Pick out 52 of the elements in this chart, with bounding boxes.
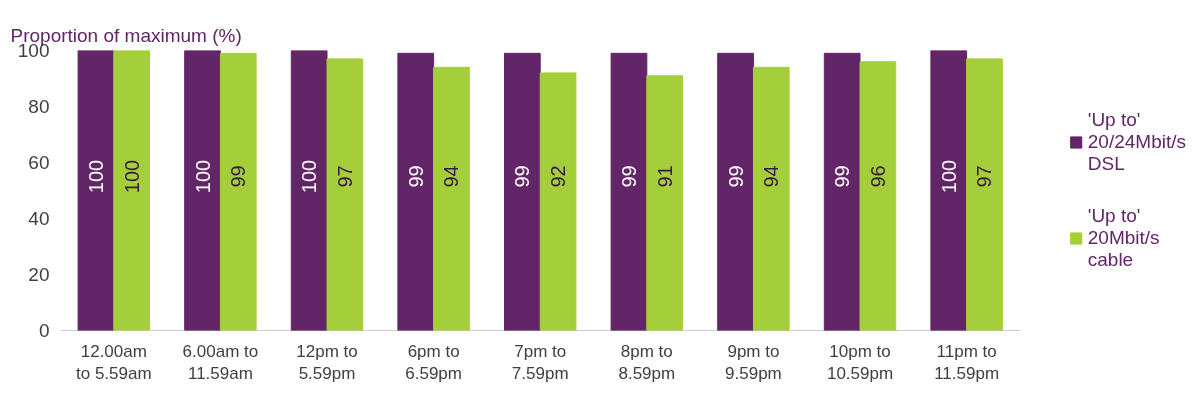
bar [219, 52, 257, 331]
bar [966, 58, 1003, 331]
bar [539, 72, 577, 331]
x-tick-label: 11pm to 11.59pm [934, 341, 1000, 384]
bar [717, 52, 754, 331]
y-tick-label: 20 [28, 264, 50, 285]
data-label: 92 [547, 165, 570, 188]
x-tick-label: 12.00am to 5.59am [76, 341, 152, 384]
data-label: 99 [831, 165, 854, 188]
bar [859, 61, 897, 331]
bar [752, 66, 790, 331]
bar [646, 75, 684, 331]
x-tick-label: 9pm to 9.59pm [725, 341, 782, 384]
y-tick-label: 80 [28, 96, 50, 117]
bar [184, 50, 221, 331]
y-tick-label: 60 [28, 152, 50, 173]
data-label: 94 [760, 165, 783, 188]
bar [326, 58, 364, 331]
legend-label: 'Up to' 20/24Mbit/s DSL [1087, 109, 1186, 175]
x-tick-label: 10pm to 10.59pm [826, 341, 894, 384]
bar [77, 50, 115, 331]
data-label: 91 [653, 165, 676, 188]
y-tick-label: 0 [38, 320, 50, 341]
data-label: 100 [191, 159, 214, 194]
bar [290, 50, 328, 331]
data-label: 99 [511, 165, 534, 188]
x-tick-label: 7pm to 7.59pm [511, 341, 569, 384]
bar [823, 52, 861, 331]
bar [433, 66, 470, 331]
x-tick-label: 6pm to 6.59pm [405, 341, 462, 384]
data-label: 100 [84, 159, 107, 194]
y-tick-label: 40 [28, 208, 50, 229]
data-label: 100 [120, 159, 143, 194]
data-label: 94 [440, 165, 463, 188]
bar [930, 50, 968, 331]
data-label: 99 [404, 165, 427, 188]
data-label: 99 [617, 165, 640, 188]
x-tick-label: 8pm to 8.59pm [618, 341, 676, 384]
bar [610, 52, 648, 331]
bar [397, 52, 435, 331]
data-label: 97 [333, 165, 356, 188]
data-label: 100 [298, 159, 321, 194]
legend-label: 'Up to' 20Mbit/s cable [1087, 205, 1160, 271]
bar [504, 52, 541, 331]
data-label: 99 [724, 165, 747, 188]
data-label: 97 [973, 165, 996, 188]
x-tick-label: 12pm to 5.59pm [296, 341, 358, 384]
x-tick-label: 6.00am to 11.59am [182, 341, 259, 384]
data-label: 96 [866, 165, 889, 188]
bar [113, 50, 151, 331]
data-label: 99 [227, 165, 250, 188]
data-label: 100 [937, 159, 960, 194]
